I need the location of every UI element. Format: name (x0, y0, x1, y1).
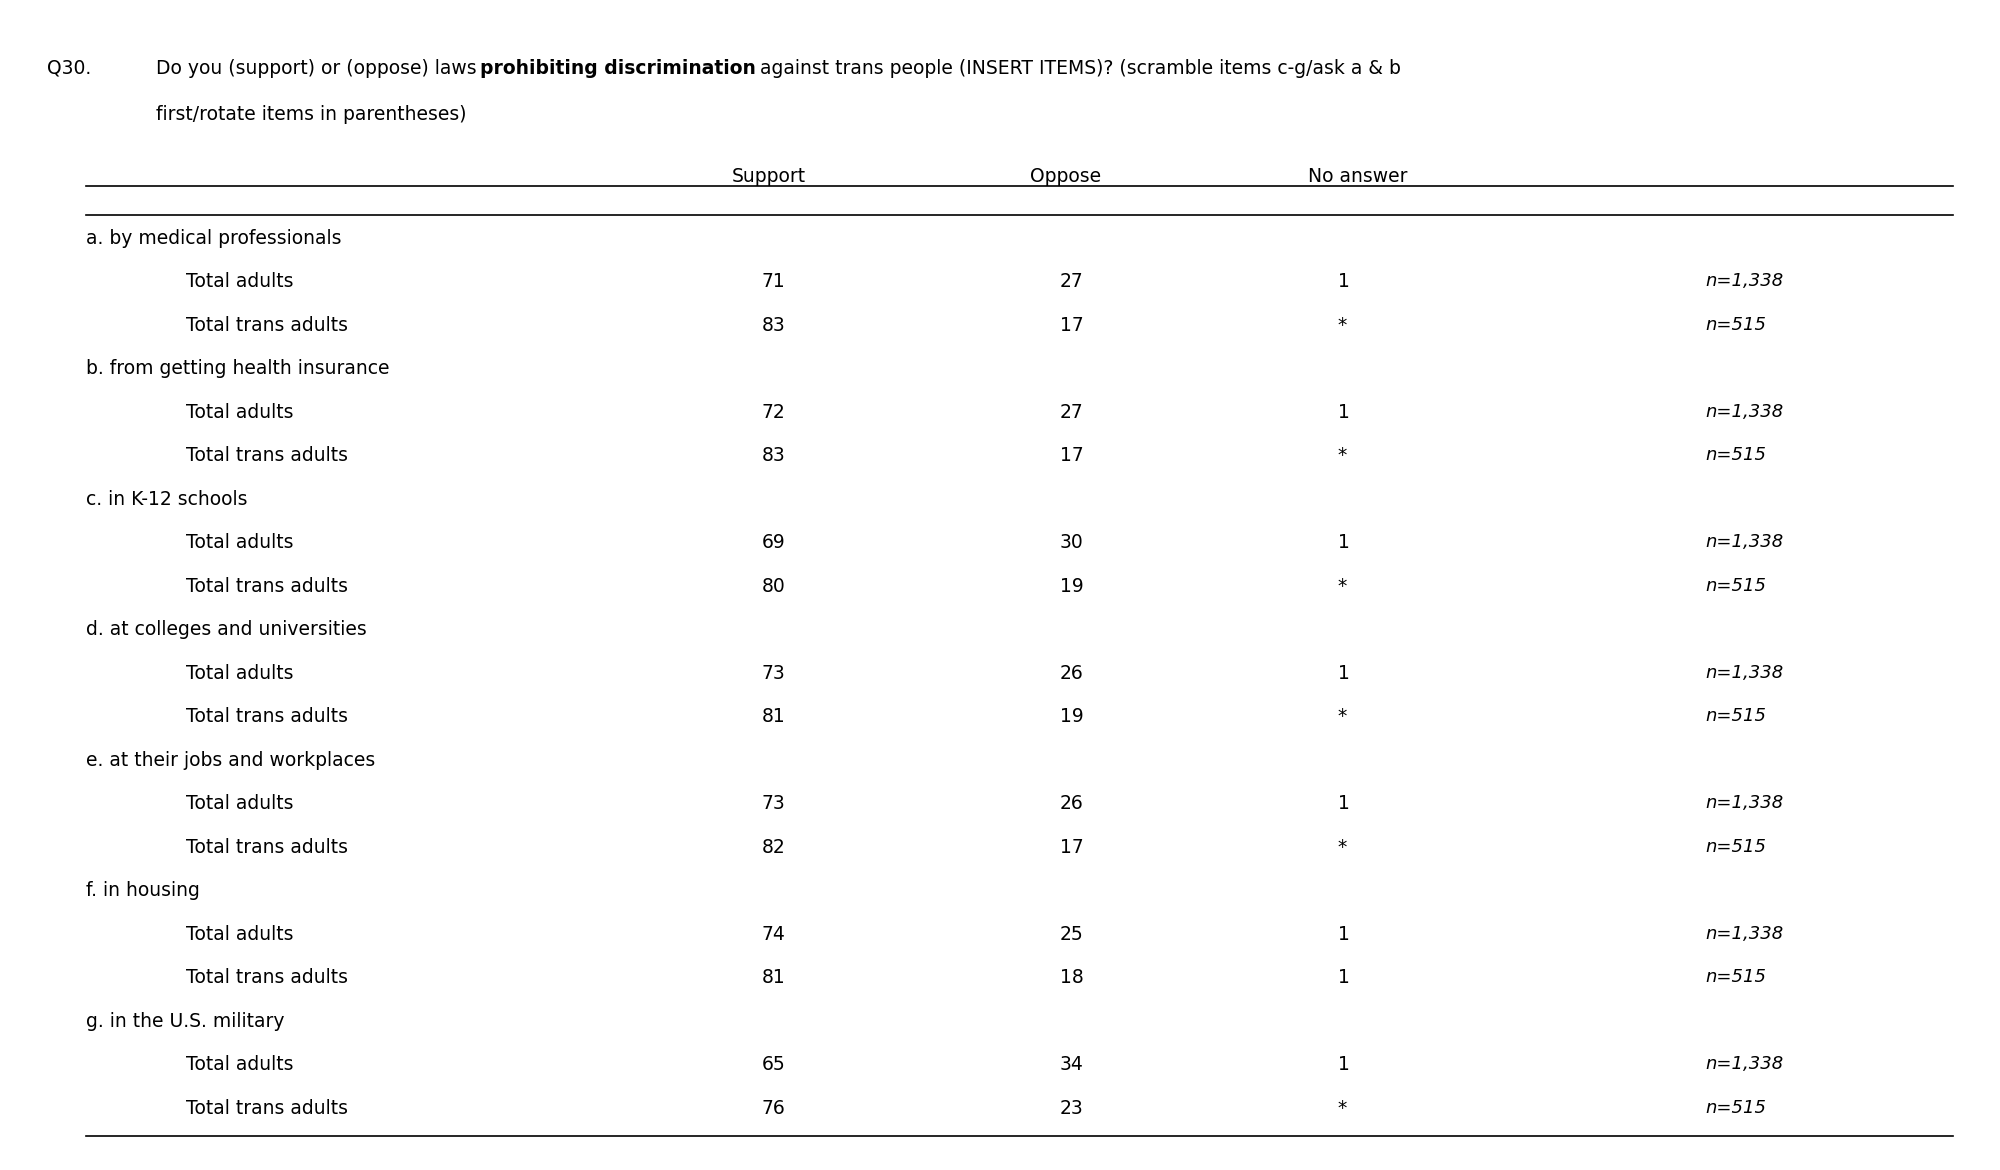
Text: 26: 26 (1060, 663, 1084, 683)
Text: prohibiting discrimination: prohibiting discrimination (480, 58, 756, 78)
Text: 1: 1 (1338, 1055, 1350, 1074)
Text: 69: 69 (762, 534, 786, 552)
Text: 17: 17 (1060, 316, 1084, 335)
Text: Total adults: Total adults (186, 924, 294, 944)
Text: *: * (1338, 316, 1346, 335)
Text: n=515: n=515 (1706, 969, 1766, 986)
Text: Total adults: Total adults (186, 794, 294, 813)
Text: 1: 1 (1338, 402, 1350, 422)
Text: n=515: n=515 (1706, 316, 1766, 333)
Text: first/rotate items in parentheses): first/rotate items in parentheses) (156, 105, 466, 124)
Text: Total adults: Total adults (186, 534, 294, 552)
Text: 17: 17 (1060, 838, 1084, 856)
Text: 81: 81 (762, 708, 786, 727)
Text: Q30.: Q30. (46, 58, 90, 78)
Text: 19: 19 (1060, 577, 1084, 596)
Text: 80: 80 (762, 577, 786, 596)
Text: Total trans adults: Total trans adults (186, 708, 348, 727)
Text: n=1,338: n=1,338 (1706, 663, 1784, 682)
Text: 72: 72 (762, 402, 786, 422)
Text: Total trans adults: Total trans adults (186, 838, 348, 856)
Text: 76: 76 (762, 1099, 786, 1117)
Text: *: * (1338, 447, 1346, 466)
Text: 83: 83 (762, 447, 786, 466)
Text: 1: 1 (1338, 794, 1350, 813)
Text: 17: 17 (1060, 447, 1084, 466)
Text: *: * (1338, 1099, 1346, 1117)
Text: 27: 27 (1060, 402, 1084, 422)
Text: 25: 25 (1060, 924, 1084, 944)
Text: Total adults: Total adults (186, 402, 294, 422)
Text: n=1,338: n=1,338 (1706, 924, 1784, 943)
Text: n=515: n=515 (1706, 577, 1766, 594)
Text: Total adults: Total adults (186, 273, 294, 291)
Text: *: * (1338, 708, 1346, 727)
Text: 74: 74 (762, 924, 786, 944)
Text: Total trans adults: Total trans adults (186, 316, 348, 335)
Text: Total trans adults: Total trans adults (186, 1099, 348, 1117)
Text: g. in the U.S. military: g. in the U.S. military (86, 1012, 284, 1031)
Text: n=515: n=515 (1706, 708, 1766, 725)
Text: c. in K-12 schools: c. in K-12 schools (86, 490, 248, 509)
Text: Do you (support) or (oppose) laws: Do you (support) or (oppose) laws (156, 58, 482, 78)
Text: f. in housing: f. in housing (86, 881, 200, 900)
Text: 34: 34 (1060, 1055, 1084, 1074)
Text: Total trans adults: Total trans adults (186, 969, 348, 987)
Text: 23: 23 (1060, 1099, 1084, 1117)
Text: 18: 18 (1060, 969, 1084, 987)
Text: 73: 73 (762, 663, 786, 683)
Text: against trans people (INSERT ITEMS)? (scramble items c-g/ask a & b: against trans people (INSERT ITEMS)? (sc… (754, 58, 1402, 78)
Text: n=515: n=515 (1706, 447, 1766, 464)
Text: 71: 71 (762, 273, 786, 291)
Text: n=1,338: n=1,338 (1706, 794, 1784, 812)
Text: 1: 1 (1338, 273, 1350, 291)
Text: n=1,338: n=1,338 (1706, 402, 1784, 421)
Text: 26: 26 (1060, 794, 1084, 813)
Text: 82: 82 (762, 838, 786, 856)
Text: No answer: No answer (1308, 167, 1408, 186)
Text: 65: 65 (762, 1055, 786, 1074)
Text: *: * (1338, 577, 1346, 596)
Text: Support: Support (732, 167, 806, 186)
Text: *: * (1338, 838, 1346, 856)
Text: 83: 83 (762, 316, 786, 335)
Text: d. at colleges and universities: d. at colleges and universities (86, 620, 368, 639)
Text: 81: 81 (762, 969, 786, 987)
Text: 1: 1 (1338, 663, 1350, 683)
Text: n=1,338: n=1,338 (1706, 273, 1784, 290)
Text: Total adults: Total adults (186, 1055, 294, 1074)
Text: 1: 1 (1338, 924, 1350, 944)
Text: 1: 1 (1338, 969, 1350, 987)
Text: n=1,338: n=1,338 (1706, 1055, 1784, 1073)
Text: 1: 1 (1338, 534, 1350, 552)
Text: 73: 73 (762, 794, 786, 813)
Text: n=515: n=515 (1706, 1099, 1766, 1116)
Text: 30: 30 (1060, 534, 1084, 552)
Text: Total trans adults: Total trans adults (186, 577, 348, 596)
Text: Total adults: Total adults (186, 663, 294, 683)
Text: 19: 19 (1060, 708, 1084, 727)
Text: a. by medical professionals: a. by medical professionals (86, 229, 342, 248)
Text: e. at their jobs and workplaces: e. at their jobs and workplaces (86, 751, 376, 770)
Text: Total trans adults: Total trans adults (186, 447, 348, 466)
Text: b. from getting health insurance: b. from getting health insurance (86, 359, 390, 378)
Text: n=1,338: n=1,338 (1706, 534, 1784, 551)
Text: Oppose: Oppose (1030, 167, 1100, 186)
Text: 27: 27 (1060, 273, 1084, 291)
Text: n=515: n=515 (1706, 838, 1766, 855)
